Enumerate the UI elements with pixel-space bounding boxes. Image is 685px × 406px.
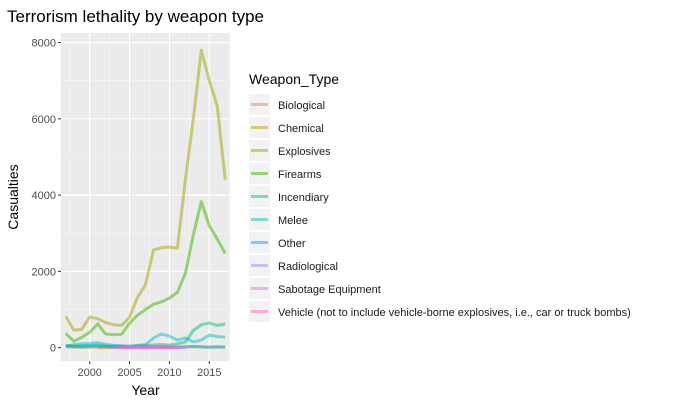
series-line-vehicle-not-to-include-vehicle-borne-exp bbox=[121, 345, 178, 350]
legend-item-biological: Biological bbox=[249, 94, 325, 115]
legend-item-sabotage-equipment: Sabotage Equipment bbox=[249, 278, 381, 299]
y-axis: 0 2000 4000 6000 8000 bbox=[32, 38, 61, 355]
legend-label: Melee bbox=[278, 215, 308, 227]
x-tick-label: 2010 bbox=[157, 367, 181, 379]
series-lines bbox=[64, 48, 227, 350]
y-tick-label: 0 bbox=[50, 343, 56, 355]
y-tick-label: 4000 bbox=[32, 190, 56, 202]
legend-label: Vehicle (not to include vehicle-borne ex… bbox=[278, 307, 631, 319]
legend-item-incendiary: Incendiary bbox=[249, 186, 329, 207]
x-axis-title: Year bbox=[131, 382, 160, 398]
legend-item-melee: Melee bbox=[249, 209, 308, 230]
legend-label: Radiological bbox=[278, 261, 338, 273]
series-line-firearms bbox=[64, 200, 227, 343]
legend-label: Firearms bbox=[278, 169, 322, 181]
legend-label: Explosives bbox=[278, 146, 331, 158]
series-line-explosives bbox=[64, 48, 227, 332]
x-tick-label: 2000 bbox=[77, 367, 101, 379]
chart-title: Terrorism lethality by weapon type bbox=[7, 7, 264, 26]
x-axis: 2000 2005 2010 2015 bbox=[77, 361, 222, 379]
legend-title: Weapon_Type bbox=[249, 71, 339, 87]
legend-items: Biological Chemical Explosives Firearms Ince… bbox=[249, 94, 631, 322]
legend-item-radiological: Radiological bbox=[249, 255, 338, 276]
y-tick-label: 6000 bbox=[32, 114, 56, 126]
grid-major bbox=[61, 33, 230, 361]
y-axis-title: Casualties bbox=[5, 164, 21, 229]
x-tick-label: 2005 bbox=[117, 367, 141, 379]
legend-item-firearms: Firearms bbox=[249, 163, 322, 184]
legend-item-other: Other bbox=[249, 232, 306, 253]
legend-item-chemical: Chemical bbox=[249, 117, 324, 138]
legend-label: Chemical bbox=[278, 123, 324, 135]
legend: Weapon_Type Biological Chemical Explosives… bbox=[249, 71, 631, 322]
plot-panel bbox=[61, 33, 230, 361]
x-tick-label: 2015 bbox=[197, 367, 221, 379]
series-line-melee bbox=[65, 332, 226, 348]
legend-label: Biological bbox=[278, 100, 325, 112]
legend-label: Sabotage Equipment bbox=[278, 284, 381, 296]
legend-item-explosives: Explosives bbox=[249, 140, 331, 161]
y-tick-label: 8000 bbox=[32, 38, 56, 50]
y-tick-label: 2000 bbox=[32, 266, 56, 278]
legend-label: Incendiary bbox=[278, 192, 329, 204]
legend-item-vehicle-not-to-include-vehicle-borne-exp: Vehicle (not to include vehicle-borne ex… bbox=[249, 301, 631, 322]
legend-label: Other bbox=[278, 238, 306, 250]
